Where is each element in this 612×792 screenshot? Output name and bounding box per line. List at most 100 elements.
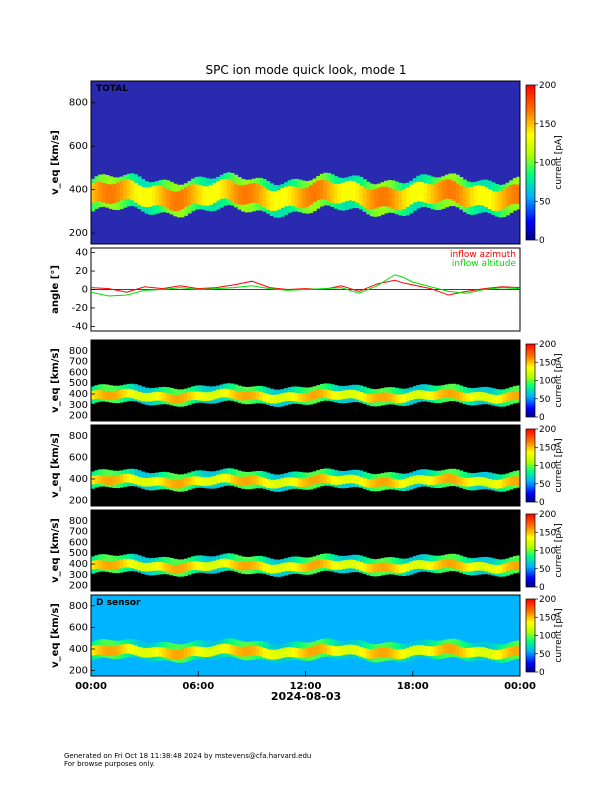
- colorbar-tick-label: 0: [539, 413, 545, 423]
- heatmap-cell: [377, 563, 382, 572]
- heatmap-cell: [266, 649, 271, 659]
- heatmap-cell: [105, 184, 110, 204]
- heatmap-cell: [108, 476, 113, 486]
- heatmap-cell: [284, 477, 289, 487]
- heatmap-cell: [380, 477, 385, 487]
- heatmap-cell: [323, 180, 328, 200]
- heatmap-cell: [119, 644, 124, 655]
- heatmap-cell: [126, 643, 131, 654]
- heatmap-cell: [262, 187, 267, 208]
- heatmap-cell: [226, 179, 231, 200]
- y-tick-label: 200: [69, 581, 88, 592]
- colorbar-tick-label: 50: [539, 395, 551, 405]
- heatmap-cell: [434, 645, 439, 656]
- heatmap-cell: [437, 390, 442, 399]
- heatmap-cell: [466, 562, 471, 572]
- heatmap-cell: [384, 477, 389, 487]
- heatmap-cell: [441, 474, 446, 483]
- heatmap-cell: [355, 645, 360, 656]
- heatmap-cell: [123, 179, 128, 199]
- y-axis-label: v_eq [km/s]: [50, 603, 61, 668]
- heatmap-cell: [351, 559, 357, 569]
- heatmap-cell: [427, 391, 432, 400]
- heatmap-cell: [162, 562, 167, 572]
- heatmap-cell: [287, 647, 292, 657]
- colorbar-label: current [pA]: [554, 608, 564, 662]
- heatmap-cell: [294, 393, 299, 402]
- y-axis-label: v_eq [km/s]: [50, 130, 61, 195]
- heatmap-cell: [291, 392, 296, 402]
- heatmap-cell: [452, 559, 457, 569]
- heatmap-cell: [237, 646, 242, 657]
- colorbar-tick-label: 150: [539, 358, 556, 368]
- heatmap-cell: [137, 185, 142, 205]
- heatmap-cell: [305, 477, 310, 487]
- heatmap-cell: [309, 476, 314, 486]
- heatmap-cell: [409, 391, 414, 401]
- heatmap-cell: [427, 646, 432, 657]
- heatmap-cell: [466, 647, 471, 658]
- y-tick-label: 300: [69, 570, 88, 581]
- heatmap-cell: [101, 182, 106, 203]
- heatmap-cell: [373, 393, 378, 403]
- y-tick-label: 800: [69, 601, 88, 612]
- colorbar: 0 50 100 150 200 current [pA]: [525, 425, 564, 508]
- heatmap-cell: [359, 477, 364, 486]
- heatmap-cell: [137, 476, 142, 486]
- heatmap-cell: [323, 559, 328, 569]
- heatmap-cell: [448, 179, 453, 200]
- heatmap-cell: [280, 648, 285, 658]
- colorbar-tick-label: 200: [539, 510, 556, 520]
- heatmap-cell: [398, 190, 403, 211]
- heatmap-cell: [144, 562, 149, 572]
- heatmap-cell: [148, 647, 153, 658]
- heatmap-cell: [319, 179, 324, 200]
- heatmap-cell: [212, 560, 217, 570]
- heatmap-cell: [212, 183, 217, 203]
- heatmap-cell: [276, 479, 281, 488]
- heatmap-cell: [144, 392, 149, 402]
- heatmap-cell: [516, 184, 521, 205]
- heatmap-cell: [216, 644, 221, 655]
- heatmap-cell: [494, 565, 500, 574]
- panel-b_sensor: 0 50 100 150 200 current [pA] 200 400 600 800 v_eq…: [50, 424, 564, 508]
- heatmap-background: [91, 595, 520, 676]
- heatmap-cell: [91, 560, 96, 570]
- panel-label: D sensor: [96, 598, 141, 608]
- heatmap-cell: [284, 392, 289, 402]
- heatmap-cell: [434, 475, 439, 485]
- heatmap-cell: [180, 393, 185, 403]
- heatmap-cell: [412, 645, 417, 656]
- heatmap-cell: [230, 181, 235, 202]
- heatmap-cell: [330, 475, 335, 485]
- heatmap-cell: [427, 184, 432, 204]
- heatmap-cell: [158, 392, 163, 401]
- heatmap-cell: [412, 182, 417, 203]
- x-axis-date-label: 2024-08-03: [271, 690, 341, 703]
- panel-label: TOTAL: [96, 84, 128, 94]
- heatmap-cell: [480, 185, 485, 206]
- heatmap-cell: [505, 392, 510, 402]
- colorbar-label: current [pA]: [554, 438, 564, 492]
- heatmap-cell: [369, 649, 374, 659]
- heatmap-cell: [230, 475, 235, 484]
- heatmap-cell: [201, 186, 206, 206]
- heatmap-cell: [487, 648, 492, 659]
- heatmap-cell: [487, 563, 492, 573]
- heatmap-cell: [205, 562, 210, 571]
- heatmap-cell: [108, 391, 113, 401]
- heatmap-cell: [137, 646, 142, 657]
- heatmap-cell: [312, 560, 317, 570]
- heatmap-cell: [334, 646, 339, 656]
- colorbar-scale: [525, 343, 536, 418]
- heatmap-cell: [158, 477, 163, 486]
- y-axis-label: v_eq [km/s]: [50, 348, 61, 413]
- heatmap-cell: [219, 473, 224, 483]
- colorbar-scale: [525, 84, 536, 241]
- heatmap-cell: [298, 563, 303, 573]
- heatmap-cell: [494, 480, 500, 489]
- y-tick-label: 500: [69, 378, 88, 389]
- heatmap-cell: [183, 647, 189, 658]
- heatmap-cell: [309, 646, 314, 657]
